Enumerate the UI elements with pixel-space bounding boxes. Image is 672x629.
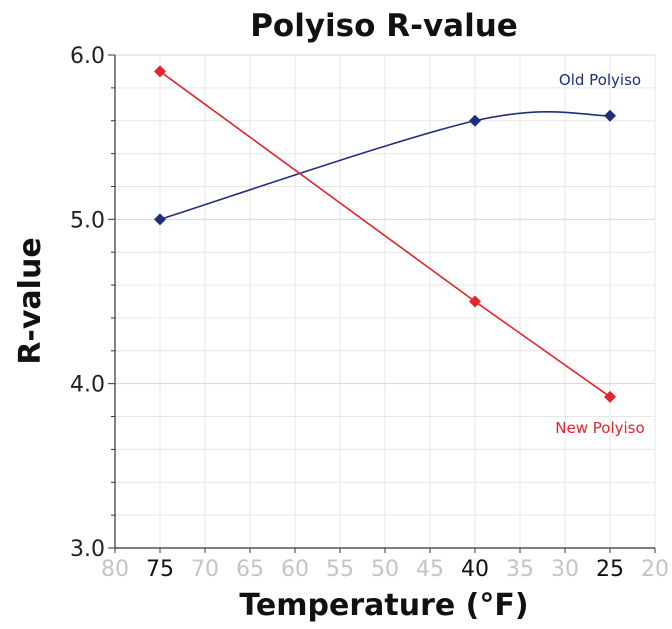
x-tick-label: 30 [551,557,579,582]
y-tick-label: 3.0 [70,537,105,562]
x-tick-label: 25 [596,557,624,582]
new-polyiso-point [604,390,616,403]
x-tick-label: 45 [416,557,444,582]
y-tick-label: 4.0 [70,373,105,398]
x-tick-label: 55 [326,557,354,582]
y-tick-label: 5.0 [70,208,105,233]
x-tick-label: 60 [281,557,309,582]
x-axis-ticks: 80 75 70 65 60 55 50 45 40 35 30 25 20 [101,548,669,582]
x-tick-label: 75 [146,557,174,582]
chart-title: Polyiso R-value [250,8,518,44]
x-tick-label: 70 [191,557,219,582]
x-tick-label: 65 [236,557,264,582]
old-polyiso-point [604,109,616,122]
y-tick-label: 6.0 [70,44,105,69]
x-tick-label: 40 [461,557,489,582]
old-polyiso-point [469,114,481,127]
new-polyiso-point [154,65,166,78]
x-axis-title: Temperature (°F) [239,588,528,623]
x-tick-label: 20 [641,557,669,582]
y-axis-title: R-value [13,237,48,364]
x-tick-label: 50 [371,557,399,582]
x-tick-label: 80 [101,557,129,582]
old-polyiso-label: Old Polyiso [559,71,641,89]
series-layer: Old Polyiso New Polyiso [154,65,645,437]
old-polyiso-line [159,110,611,221]
new-polyiso-label: New Polyiso [555,419,644,437]
x-tick-label: 35 [506,557,534,582]
old-polyiso-point [154,213,166,226]
minor-gridlines [114,55,656,548]
y-axis-ticks: 3.0 4.0 5.0 6.0 [70,44,115,562]
new-polyiso-point [469,295,481,308]
